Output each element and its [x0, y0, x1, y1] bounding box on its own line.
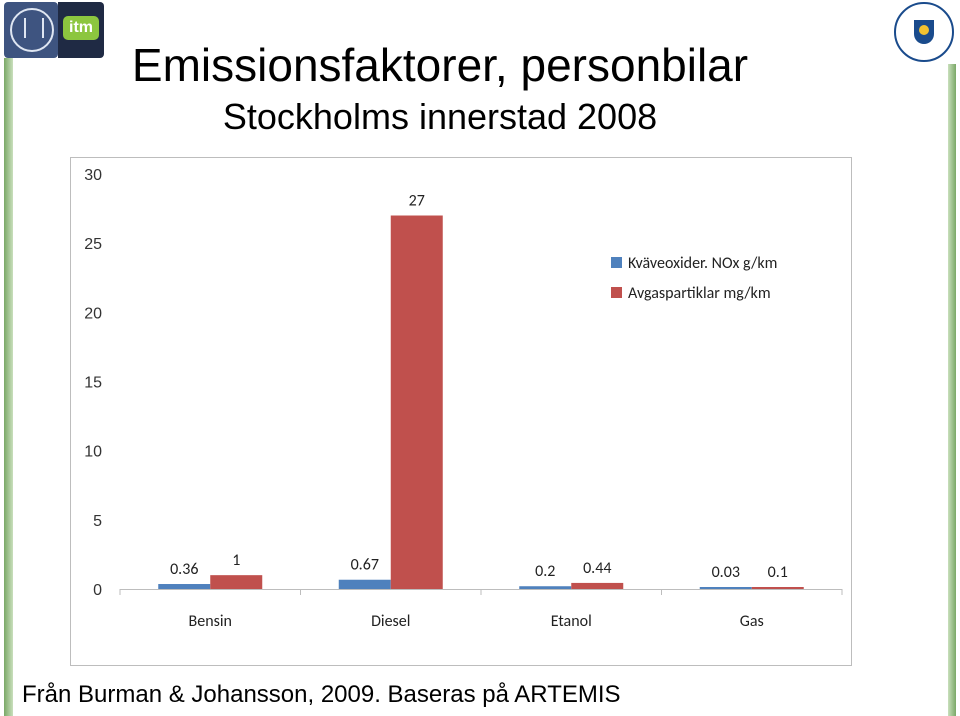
y-tick-label: 20	[84, 305, 102, 322]
itm-logo-text: itm	[63, 16, 99, 40]
x-tick-label: Etanol	[551, 612, 592, 631]
left-frame-stripe	[4, 58, 13, 716]
legend-entry: Avgaspartiklar mg/km	[628, 284, 771, 303]
stockholms-stad-logo	[894, 2, 954, 62]
bar-particles-etanol	[571, 582, 624, 589]
seal-ring-icon	[10, 8, 54, 52]
stockholm-crown-face-icon	[919, 25, 929, 35]
legend-entry: Kväveoxider. NOx g/km	[628, 254, 777, 273]
bar-nox-gas	[699, 587, 752, 589]
right-frame-stripe	[948, 64, 956, 716]
data-label: 0.44	[583, 559, 611, 578]
page-subtitle: Stockholms innerstad 2008	[222, 96, 658, 137]
data-label: 0.67	[351, 556, 379, 575]
x-tick-label: Bensin	[189, 612, 232, 631]
x-tick-label: Gas	[740, 612, 764, 631]
bar-nox-etanol	[519, 586, 572, 589]
source-citation: Från Burman & Johansson, 2009. Baseras p…	[22, 681, 621, 708]
y-tick-label: 30	[84, 167, 102, 184]
university-seal-logo	[4, 2, 58, 58]
legend-swatch	[611, 287, 622, 298]
page-title: Emissionsfaktorer, personbilar	[131, 39, 749, 91]
bar-nox-bensin	[158, 584, 211, 589]
data-label: 0.1	[768, 563, 788, 582]
chart-plot-area	[70, 157, 852, 666]
x-tick-label: Diesel	[371, 612, 410, 631]
data-label: 27	[409, 192, 425, 211]
bar-particles-bensin	[210, 575, 263, 589]
bar-particles-diesel	[390, 215, 443, 589]
y-tick-label: 5	[93, 513, 102, 530]
data-label: 0.2	[535, 562, 555, 581]
y-tick-label: 25	[84, 236, 102, 253]
y-tick-label: 0	[93, 582, 102, 599]
legend-swatch	[611, 257, 622, 268]
itm-logo: itm	[58, 2, 104, 58]
bar-nox-diesel	[338, 579, 391, 589]
y-tick-label: 15	[84, 375, 102, 392]
seal-crown-icon	[24, 18, 44, 38]
data-label: 1	[232, 551, 240, 570]
bar-particles-gas	[751, 587, 804, 589]
data-label: 0.03	[712, 563, 740, 582]
y-tick-label: 10	[84, 444, 102, 461]
data-label: 0.36	[170, 560, 198, 579]
